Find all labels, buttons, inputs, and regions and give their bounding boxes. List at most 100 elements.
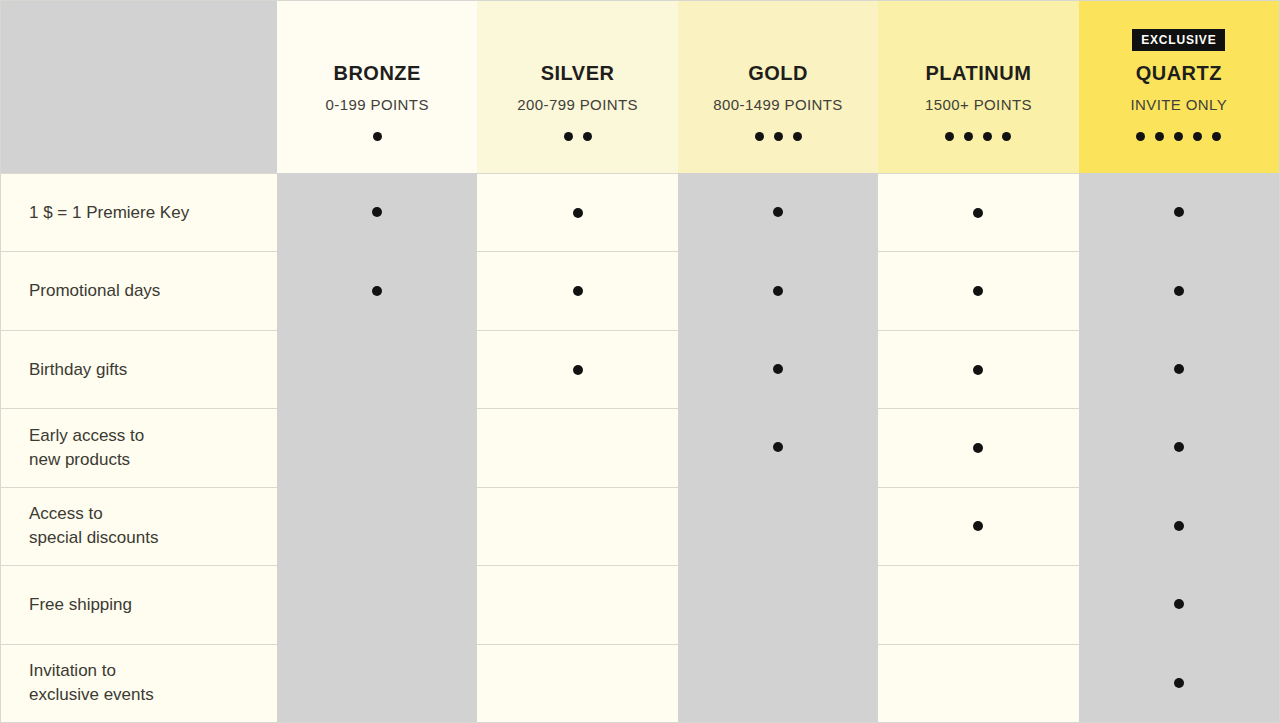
dot-icon <box>964 132 973 141</box>
dot-icon <box>1002 132 1011 141</box>
dot-icon <box>564 132 573 141</box>
tier-requirement: 1500+ POINTS <box>925 96 1032 113</box>
dot-icon <box>1174 442 1184 452</box>
benefit-cell <box>477 565 677 643</box>
tier-level-dots <box>564 131 592 141</box>
dot-icon <box>373 132 382 141</box>
benefit-cell <box>477 644 677 722</box>
tier-name: QUARTZ <box>1136 62 1222 84</box>
benefit-label: Birthday gifts <box>1 330 277 408</box>
tier-requirement: 800-1499 POINTS <box>713 96 842 113</box>
benefit-cell <box>477 251 677 329</box>
dot-icon <box>773 364 783 374</box>
benefit-label-column: 1 $ = 1 Premiere KeyPromotional daysBirt… <box>1 173 277 722</box>
benefit-cell <box>477 487 677 565</box>
dot-icon <box>1174 599 1184 609</box>
benefit-cell <box>477 408 677 486</box>
benefit-cell <box>878 330 1078 408</box>
tier-name: GOLD <box>748 62 808 84</box>
dot-icon <box>583 132 592 141</box>
dot-icon <box>755 132 764 141</box>
dot-icon <box>573 365 583 375</box>
benefit-label: Invitation to exclusive events <box>1 644 277 722</box>
exclusive-badge: EXCLUSIVE <box>1132 29 1225 51</box>
benefit-label: Promotional days <box>1 251 277 329</box>
dot-icon <box>973 521 983 531</box>
tier-name: PLATINUM <box>926 62 1032 84</box>
dot-icon <box>1174 364 1184 374</box>
benefit-cell <box>277 644 477 722</box>
tier-requirement: INVITE ONLY <box>1131 96 1228 113</box>
tier-header: GOLD 800-1499 POINTS <box>678 1 878 173</box>
tier-requirement: 0-199 POINTS <box>326 96 429 113</box>
tier-body-column <box>477 173 677 722</box>
benefit-cell <box>878 644 1078 722</box>
benefit-cell <box>277 408 477 486</box>
dot-icon <box>1136 132 1145 141</box>
dot-icon <box>1174 207 1184 217</box>
tier-level-dots <box>755 131 802 141</box>
benefit-label: Free shipping <box>1 565 277 643</box>
benefit-cell <box>1079 408 1279 486</box>
tier-header: PLATINUM 1500+ POINTS <box>878 1 1078 173</box>
dot-icon <box>973 286 983 296</box>
dot-icon <box>774 132 783 141</box>
benefit-cell <box>678 408 878 486</box>
benefit-label: Access to special discounts <box>1 487 277 565</box>
tier-name: SILVER <box>541 62 615 84</box>
table-header-row: BRONZE 0-199 POINTS SILVER 200-799 POINT… <box>1 1 1279 173</box>
dot-icon <box>1174 286 1184 296</box>
benefit-cell <box>1079 173 1279 251</box>
dot-icon <box>573 286 583 296</box>
benefit-cell <box>878 173 1078 251</box>
dot-icon <box>773 207 783 217</box>
dot-icon <box>1212 132 1221 141</box>
table-body: 1 $ = 1 Premiere KeyPromotional daysBirt… <box>1 173 1279 722</box>
benefit-cell <box>678 173 878 251</box>
dot-icon <box>1193 132 1202 141</box>
benefit-cell <box>678 251 878 329</box>
benefit-cell <box>1079 565 1279 643</box>
table-corner <box>1 1 277 173</box>
benefit-cell <box>277 330 477 408</box>
benefit-cell <box>277 173 477 251</box>
dot-icon <box>1174 132 1183 141</box>
benefit-cell <box>678 644 878 722</box>
benefit-cell <box>1079 644 1279 722</box>
benefit-cell <box>277 251 477 329</box>
dot-icon <box>773 286 783 296</box>
benefit-cell <box>878 565 1078 643</box>
benefit-cell <box>477 330 677 408</box>
tier-body-column <box>678 173 878 722</box>
tier-requirement: 200-799 POINTS <box>517 96 638 113</box>
tier-body-column <box>1079 173 1279 722</box>
benefit-cell <box>878 487 1078 565</box>
tier-level-dots <box>373 131 382 141</box>
benefit-cell <box>1079 251 1279 329</box>
tier-header: SILVER 200-799 POINTS <box>477 1 677 173</box>
dot-icon <box>372 207 382 217</box>
benefit-label: 1 $ = 1 Premiere Key <box>1 173 277 251</box>
dot-icon <box>973 443 983 453</box>
benefit-cell <box>878 251 1078 329</box>
benefit-cell <box>477 173 677 251</box>
dot-icon <box>1155 132 1164 141</box>
tier-body-column <box>277 173 477 722</box>
dot-icon <box>983 132 992 141</box>
dot-icon <box>773 442 783 452</box>
benefit-cell <box>878 408 1078 486</box>
benefit-cell <box>1079 487 1279 565</box>
benefit-cell <box>678 330 878 408</box>
benefit-label: Early access to new products <box>1 408 277 486</box>
dot-icon <box>793 132 802 141</box>
benefit-cell <box>277 487 477 565</box>
dot-icon <box>573 208 583 218</box>
tier-name: BRONZE <box>333 62 420 84</box>
dot-icon <box>1174 678 1184 688</box>
dot-icon <box>1174 521 1184 531</box>
dot-icon <box>945 132 954 141</box>
tier-header: EXCLUSIVE QUARTZ INVITE ONLY <box>1079 1 1279 173</box>
dot-icon <box>973 365 983 375</box>
tier-body-column <box>878 173 1078 722</box>
benefit-cell <box>277 565 477 643</box>
